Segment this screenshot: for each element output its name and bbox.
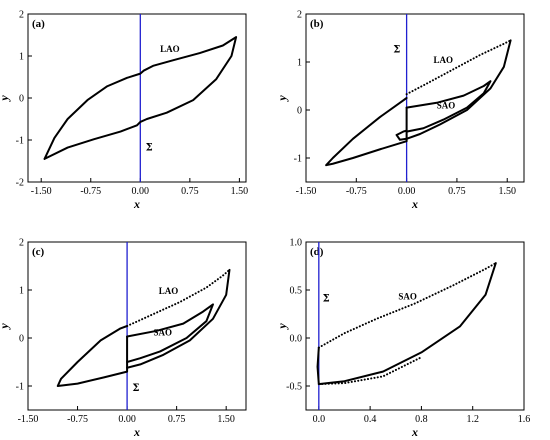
x-axis-label: x	[133, 425, 140, 439]
sigma-annotation: Σ	[146, 143, 153, 154]
annotation-sao: SAO	[437, 101, 456, 111]
y-tick-label: 2	[19, 238, 24, 249]
x-tick-label: 1.50	[231, 186, 249, 197]
y-tick-label: 0	[19, 334, 24, 345]
panel-label: (c)	[32, 246, 45, 258]
y-tick-label: 2	[297, 10, 302, 21]
trajectory-series-2	[395, 39, 512, 141]
y-tick-label: -1	[16, 136, 24, 147]
y-axis-label: y	[275, 95, 289, 103]
trajectory-series-2	[316, 262, 497, 386]
y-tick-label: -1	[16, 382, 24, 393]
annotation-sao: SAO	[154, 328, 173, 338]
annotation-sao: SAO	[398, 292, 417, 302]
x-tick-label: -1.50	[296, 186, 317, 197]
x-tick-label: 1.50	[217, 414, 235, 425]
annotation-lao: LAO	[433, 55, 453, 65]
chart-panel-2: -1.50 -0.75 0.00 0.75 1.50 -1 0 1 2 x y (b) LAO SAO Σ	[275, 10, 525, 211]
annotation-lao: LAO	[160, 44, 180, 54]
y-tick-label: 1	[19, 286, 24, 297]
y-tick-label: 0	[297, 106, 302, 117]
chart-panel-1: -1.50 -0.75 0.00 0.75 1.50 -2 -1 0 1 2 x y (a) LAO Σ	[0, 10, 248, 212]
chart-panel-3: -1.50 -0.75 0.00 0.75 1.50 -1 0 1 2 x y (c) LAO SAO Σ	[0, 238, 247, 439]
x-tick-label: 1.50	[498, 186, 516, 197]
trajectory-series-1	[126, 268, 231, 327]
x-tick-label: 0.4	[364, 414, 377, 425]
x-tick-label: 0.00	[132, 186, 150, 197]
y-tick-label: 1	[19, 52, 24, 63]
sigma-annotation: Σ	[393, 44, 400, 55]
y-tick-label: 0.5	[290, 286, 303, 297]
x-tick-label: -0.75	[80, 186, 101, 197]
x-tick-label: 0.75	[181, 186, 199, 197]
trajectory-series-1	[43, 36, 238, 160]
x-tick-label: 0.75	[448, 186, 466, 197]
y-tick-label: -1	[294, 154, 302, 165]
y-tick-label: 2	[19, 10, 24, 21]
plot-frame	[305, 241, 525, 411]
trajectory-series-3	[405, 80, 492, 133]
annotation-lao: LAO	[159, 286, 179, 296]
chart-panel-4: 0.0 0.4 0.8 1.2 1.6 -0.5 0.0 0.5 1.0 x y (d) SAO Σ	[275, 238, 530, 440]
panel-label: (b)	[310, 18, 324, 30]
trajectory-series-3	[126, 303, 214, 363]
sigma-annotation: Σ	[323, 294, 330, 305]
y-tick-label: 1	[297, 58, 302, 69]
x-tick-label: 0.0	[313, 414, 326, 425]
trajectory-series-4	[56, 325, 129, 387]
y-axis-label: y	[0, 95, 11, 103]
plot-frame	[305, 13, 525, 183]
panel-label: (d)	[310, 246, 324, 258]
x-tick-label: 0.00	[118, 414, 136, 425]
y-tick-label: -2	[16, 178, 24, 189]
plot-frame	[27, 13, 247, 183]
y-tick-label: 1.0	[290, 238, 303, 249]
x-tick-label: -0.75	[67, 414, 88, 425]
trajectory-series-1	[405, 39, 512, 96]
plot-frame	[27, 241, 247, 411]
trajectory-series-3	[317, 356, 423, 386]
x-axis-label: x	[411, 425, 418, 439]
x-tick-label: -0.75	[346, 186, 367, 197]
y-tick-label: 0.0	[290, 334, 303, 345]
trajectory-series-1	[317, 262, 497, 349]
x-axis-label: x	[133, 197, 140, 211]
panel-label: (a)	[32, 18, 45, 30]
x-tick-label: 0.8	[415, 414, 428, 425]
x-tick-label: -1.50	[18, 414, 39, 425]
x-tick-label: 0.75	[168, 414, 186, 425]
y-tick-label: -0.5	[286, 382, 302, 393]
x-tick-label: 0.00	[398, 186, 416, 197]
y-tick-label: 0	[19, 94, 24, 105]
y-axis-label: y	[0, 323, 11, 331]
y-axis-label: y	[275, 323, 289, 331]
trajectory-series-2	[126, 268, 231, 369]
sigma-annotation: Σ	[132, 383, 139, 394]
x-tick-label: 1.2	[466, 414, 479, 425]
trajectory-series-4	[325, 97, 408, 167]
x-tick-label: -1.50	[31, 186, 52, 197]
x-axis-label: x	[411, 197, 418, 211]
x-tick-label: 1.6	[518, 414, 531, 425]
